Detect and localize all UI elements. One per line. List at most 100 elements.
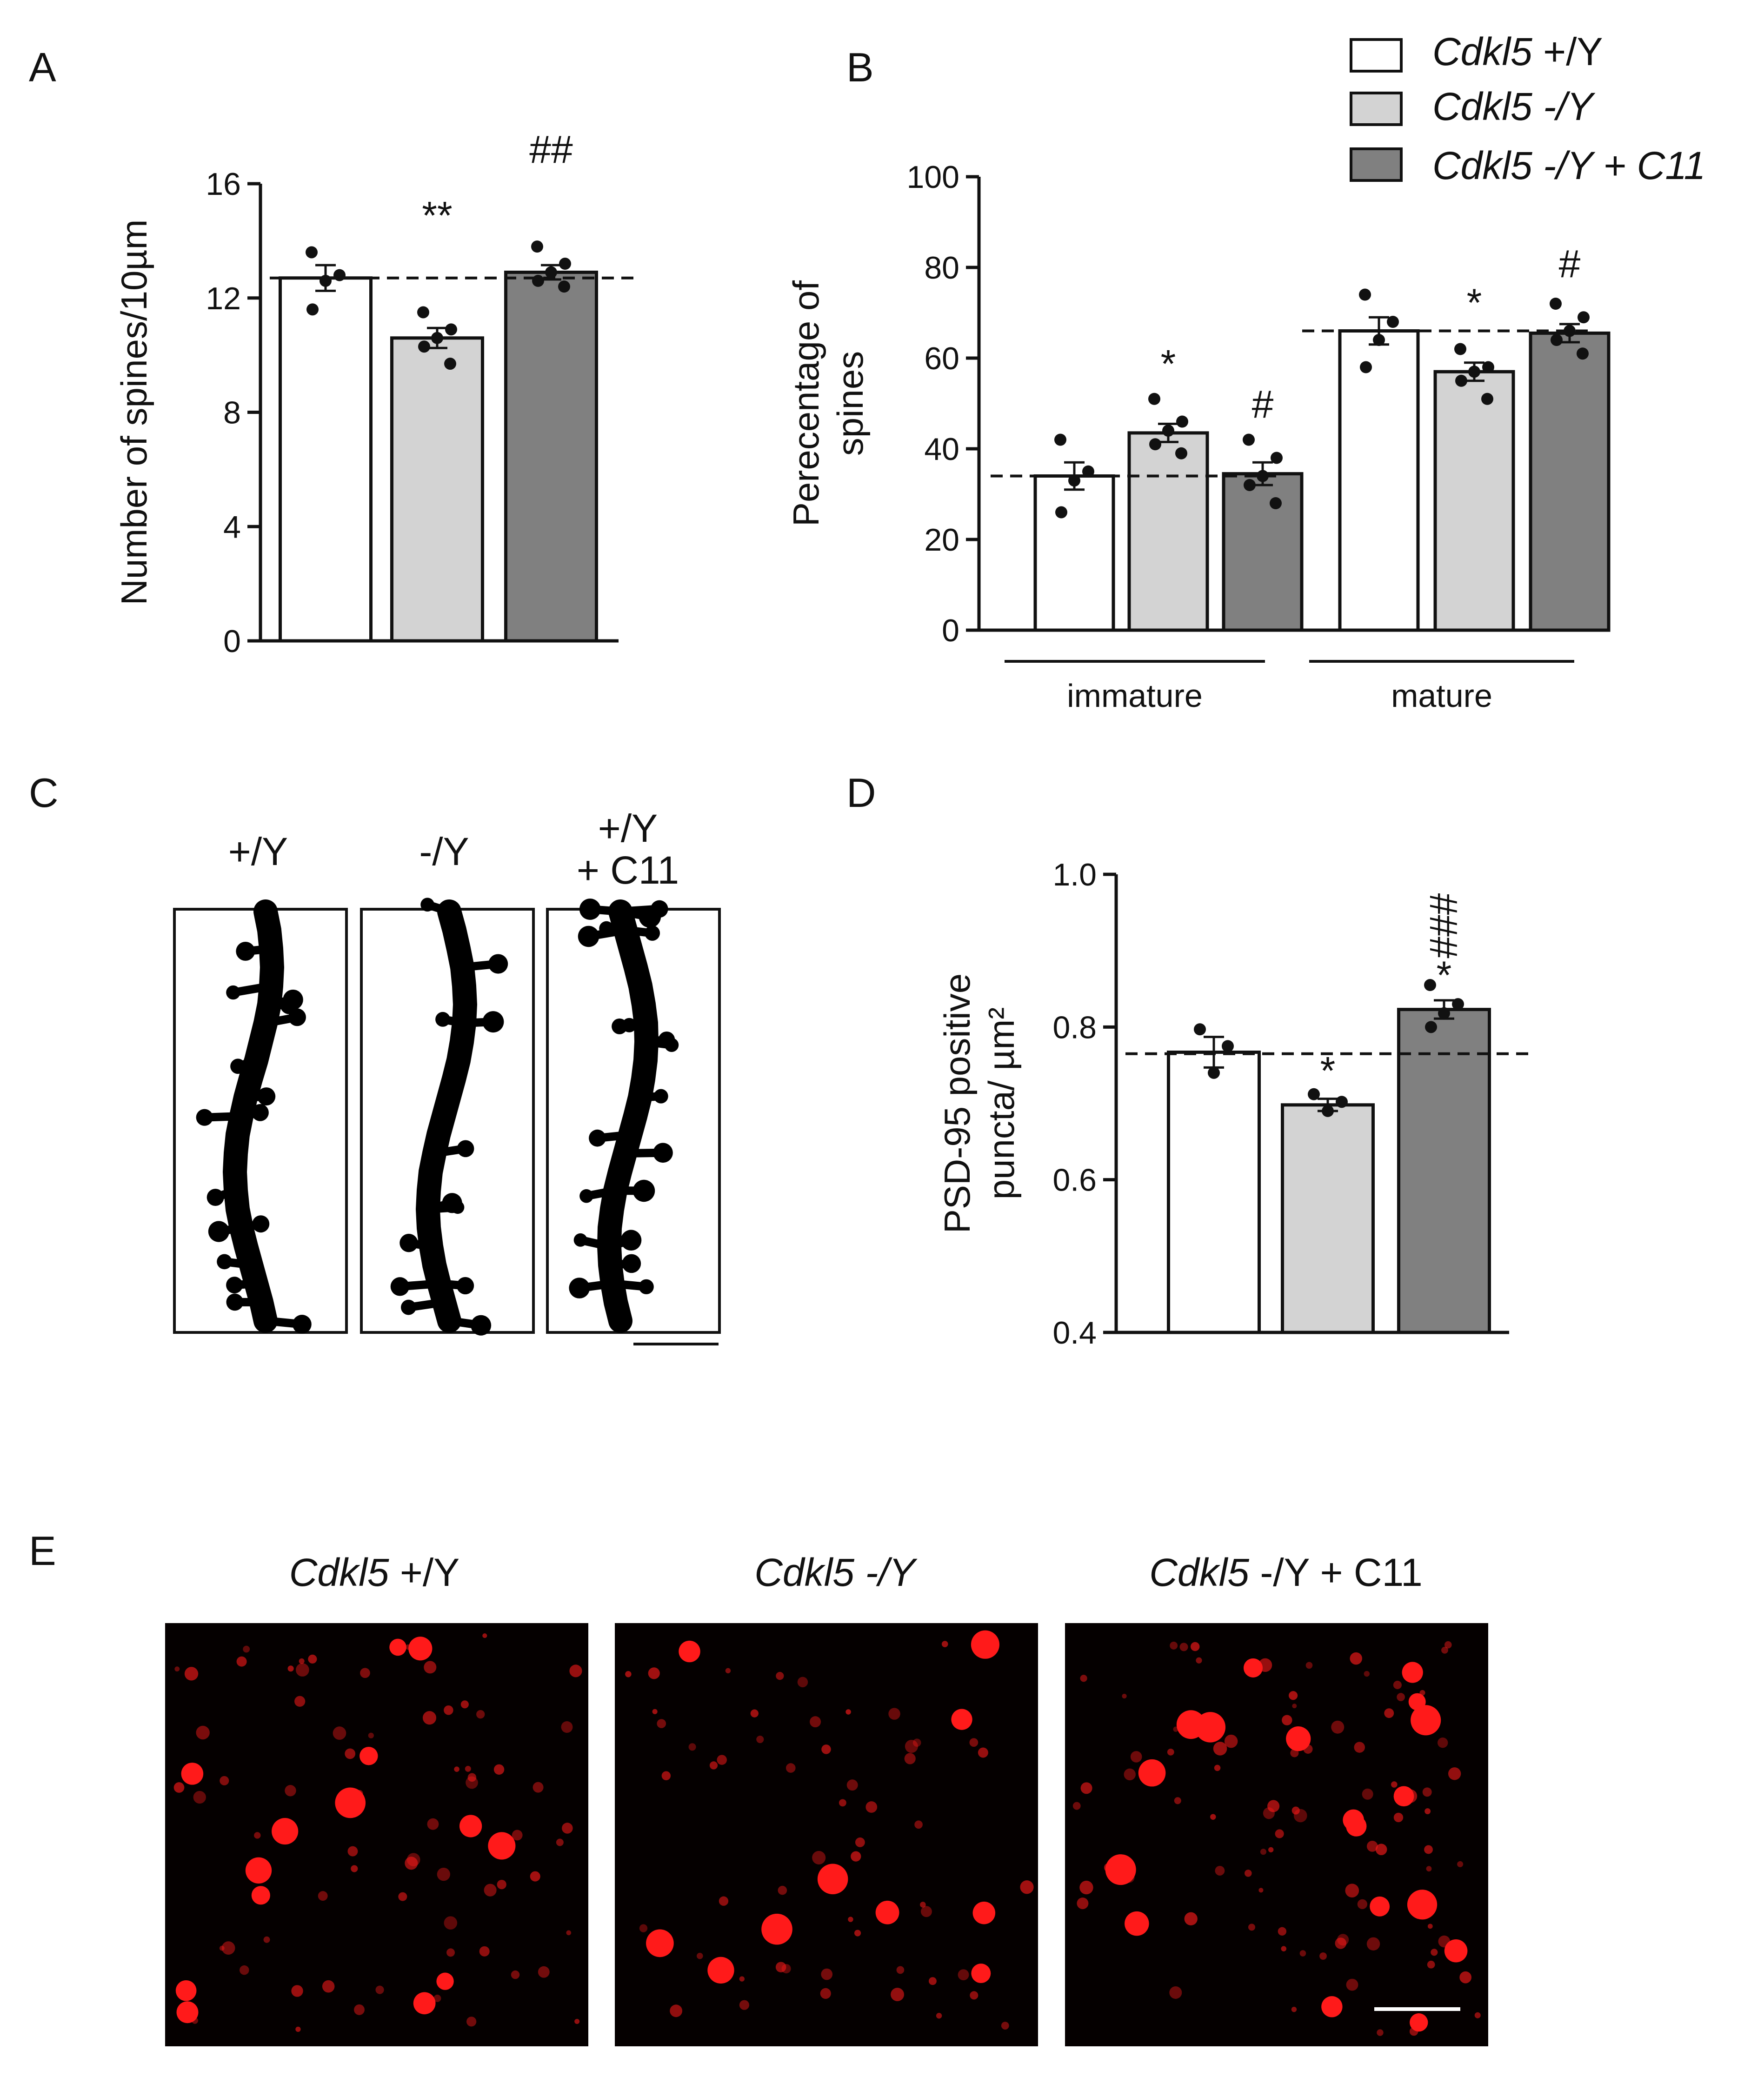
punctum-faint [368,1732,374,1738]
punctum-faint [556,1838,564,1846]
data-point [1482,361,1494,373]
punctum [176,2001,199,2024]
panel-letter-c: C [29,770,59,816]
punctum-faint [322,1980,335,1993]
punctum-faint [888,1708,900,1720]
punctum [413,1992,436,2015]
punctum-faint [1457,1861,1464,1867]
punctum-faint [725,1668,731,1674]
punctum-faint [709,1761,718,1770]
data-point [1454,343,1466,355]
punctum-faint [1350,1652,1362,1665]
significance-mark: * [1437,953,1452,997]
punctum-faint [174,1666,180,1672]
punctum-faint [1278,1927,1287,1936]
punctum-faint [484,1884,497,1897]
punctum-faint [661,1771,671,1780]
data-point [418,340,430,353]
punctum-faint [1377,2029,1384,2036]
punctum [436,1972,454,1990]
bar [1281,1103,1375,1334]
punctum [1393,1786,1414,1807]
dendrite-spine-head [665,1038,679,1052]
dendrite-spine-head [442,1193,462,1213]
puncta-label-ko: Cdkl5 -/Y [754,1551,918,1594]
punctum [1321,1996,1343,2017]
punctum-faint [424,1661,437,1674]
punctum-faint [1427,1924,1433,1929]
punctum-faint [1397,1693,1405,1701]
data-point [1176,415,1188,428]
dendrite-drawings [196,898,679,1336]
punctum-faint [1267,1800,1280,1812]
punctum-faint [1346,1978,1358,1991]
punctum-faint [1248,1924,1255,1931]
punctum-faint [1288,1691,1298,1700]
data-point [1550,298,1562,310]
punctum-faint [318,1891,328,1901]
bar [279,276,373,643]
punctum-faint [1174,1797,1181,1804]
punctum [389,1638,406,1656]
punctum-faint [717,1755,727,1765]
punctum-faint [920,1906,932,1917]
y-tick-label: 4 [223,509,241,545]
punctum-faint [1319,1952,1327,1960]
punctum-faint [756,1735,764,1744]
punctum-faint [778,1885,787,1895]
punctum-faint [236,1656,247,1667]
punctum-faint [657,1719,666,1728]
dendrite-spine-head [456,1277,474,1295]
punctum-faint [437,1867,451,1881]
punctum-faint [1426,1866,1432,1872]
punctum [245,1857,272,1884]
punctum-faint [1001,2022,1009,2030]
dendrite-spine-head [292,1315,312,1334]
punctum-faint [1444,1641,1452,1649]
data-point [1222,1040,1234,1052]
punctum-faint [652,1709,658,1714]
dendrite-spine-head [482,1011,504,1033]
bar [1338,329,1420,632]
bar [504,270,598,643]
punctum-faint [466,2017,477,2027]
punctum-faint [821,1968,833,1980]
dendrite-spine-head [236,941,255,961]
y-axis-label: spines [830,351,871,456]
punctum-faint [936,2013,942,2019]
punctum-faint [1427,1960,1435,1969]
data-point [1359,288,1371,301]
punctum-faint [1213,1742,1227,1756]
dendrite-spine-head [226,1293,244,1311]
dendrite-spine-head [257,1087,276,1106]
punctum-faint [855,1837,865,1847]
punctum [251,1886,270,1905]
dendrite-spine-head [651,900,668,918]
punctum-faint [219,1945,225,1951]
dendrite-spine-head [401,1299,416,1315]
punctum [1444,1939,1468,1963]
y-tick-label: 16 [206,166,241,202]
punctum-faint [1122,1693,1127,1699]
y-axis-label: PSD-95 positive [937,973,978,1233]
punctum-faint [1224,1734,1238,1748]
data-point [1336,1096,1348,1108]
bar [1397,1008,1491,1334]
punctum-faint [444,1705,453,1715]
dendrite-spine-head [579,1189,593,1203]
group-label: immature [1067,678,1203,714]
y-tick-label: 80 [924,250,959,286]
data-point [1551,334,1563,346]
punctum-faint [1179,1643,1188,1651]
punctum-faint [1441,1646,1448,1654]
punctum [951,1709,972,1730]
data-point [1162,425,1174,437]
y-tick-label: 8 [223,395,241,431]
punctum-faint [739,2000,750,2010]
punctum [1243,1658,1263,1678]
punctum [459,1815,482,1837]
punctum-faint [978,1747,988,1758]
bar [1127,431,1209,632]
punctum [1286,1726,1311,1751]
punctum-faint [1291,2006,1297,2012]
